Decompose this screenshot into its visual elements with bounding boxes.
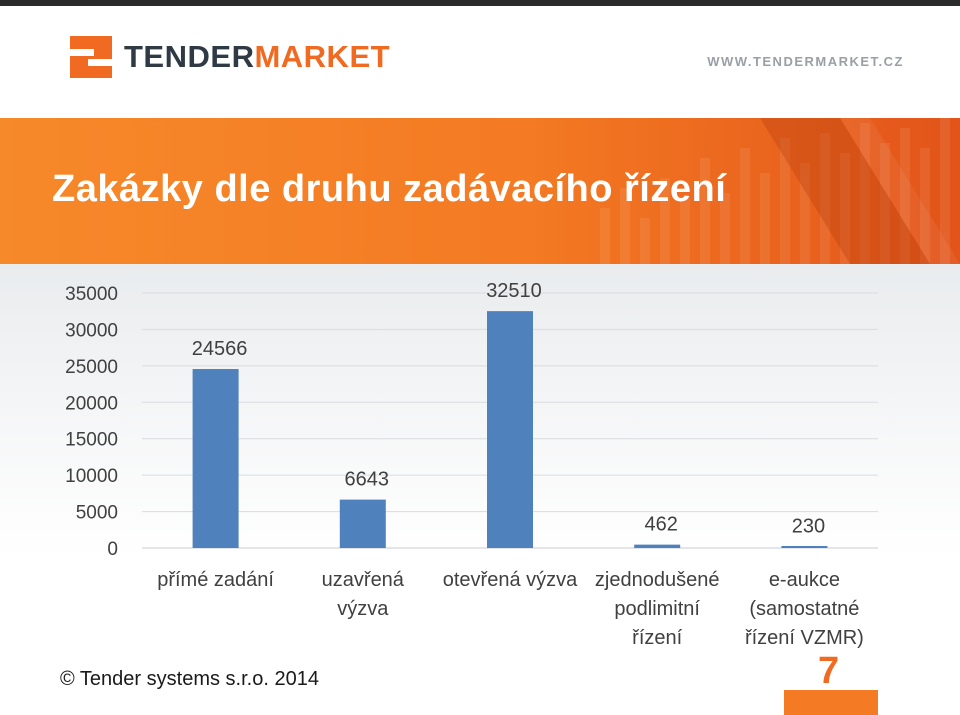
y-tick-label: 20000 (65, 393, 118, 414)
x-tick-label: podlimitní (614, 598, 700, 620)
bar (781, 546, 828, 548)
y-tick-label: 0 (107, 539, 118, 560)
x-tick-label: přímé zadání (157, 569, 274, 591)
data-label: 6643 (345, 469, 390, 491)
logo-name-dark: TENDER (124, 39, 255, 74)
bar (339, 499, 386, 548)
bar-chart: 0 5000 10000 15000 20000 25000 30000 35000 24566… (65, 280, 878, 649)
copyright-footer: © Tender systems s.r.o. 2014 (60, 668, 319, 690)
banner-decoration (600, 118, 960, 264)
header: TENDERMARKET WWW.TENDERMARKET.CZ (0, 6, 960, 118)
data-label: 230 (792, 515, 825, 537)
x-tick-label: otevřená výzva (443, 569, 578, 591)
site-url: WWW.TENDERMARKET.CZ (707, 54, 904, 69)
x-tick-label: e-aukce (769, 569, 840, 591)
data-label: 32510 (486, 280, 542, 302)
data-label: 24566 (192, 338, 248, 360)
y-tick-label: 15000 (65, 430, 118, 451)
page-number: 7 (818, 650, 840, 692)
logo-mark-icon (70, 36, 112, 78)
page-title: Zakázky dle druhu zadávacího řízení (52, 168, 727, 210)
y-tick-label: 35000 (65, 284, 118, 305)
y-tick-label: 5000 (76, 503, 118, 524)
x-tick-label: řízení (632, 627, 682, 649)
y-tick-label: 30000 (65, 320, 118, 341)
bar (487, 311, 533, 548)
top-strip (0, 0, 960, 6)
bar (634, 544, 681, 548)
x-tick-label: zjednodušené (595, 569, 720, 591)
y-tick-label: 25000 (65, 357, 118, 378)
page-number-bar (784, 690, 878, 715)
chart-area: 0 5000 10000 15000 20000 25000 30000 35000 24566… (0, 264, 960, 715)
logo: TENDERMARKET (70, 36, 390, 78)
data-label: 462 (645, 514, 678, 536)
x-tick-label: výzva (337, 598, 389, 620)
x-tick-label: (samostatné (749, 598, 859, 620)
logo-name-accent: MARKET (254, 39, 391, 74)
x-tick-label: uzavřená (322, 569, 405, 591)
logo-text: TENDERMARKET (124, 39, 390, 75)
y-tick-label: 10000 (65, 466, 118, 487)
x-tick-label: řízení VZMR) (745, 627, 864, 649)
title-banner: Zakázky dle druhu zadávacího řízení (0, 118, 960, 264)
bar (192, 369, 239, 548)
